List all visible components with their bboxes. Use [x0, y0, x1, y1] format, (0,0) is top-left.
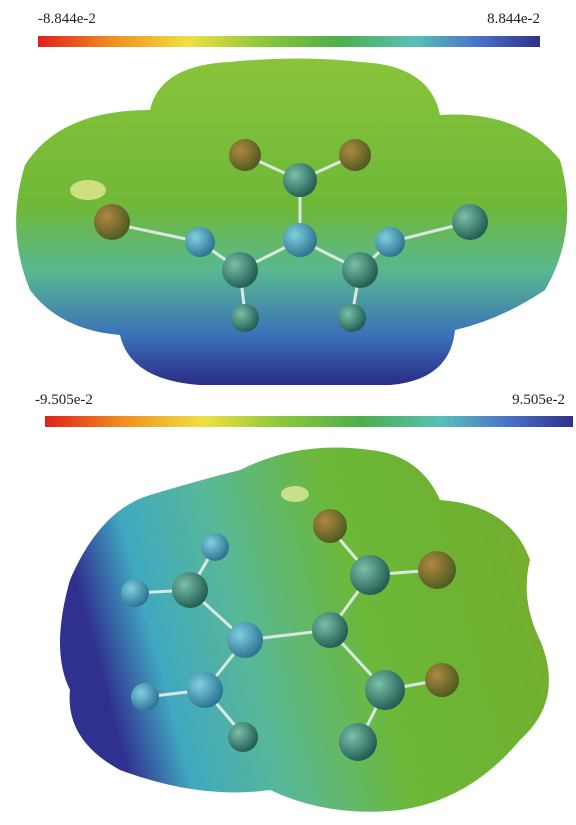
scale-max-label: 8.844e-2: [487, 11, 540, 27]
potential-surface: [60, 448, 549, 812]
figure: -8.844e-2 8.844e-2 -9.505e-2 9.505e-2: [0, 0, 576, 825]
color-scale: [45, 416, 573, 427]
esp-figure: -8.844e-2 8.844e-2 -9.505e-2 9.505e-2: [0, 0, 576, 825]
scale-min-label: -9.505e-2: [35, 392, 93, 408]
scale-min-label: -8.844e-2: [38, 11, 96, 27]
highlight: [70, 180, 106, 200]
highlight: [281, 486, 309, 502]
color-scale: [38, 36, 540, 47]
scale-max-label: 9.505e-2: [512, 392, 565, 408]
